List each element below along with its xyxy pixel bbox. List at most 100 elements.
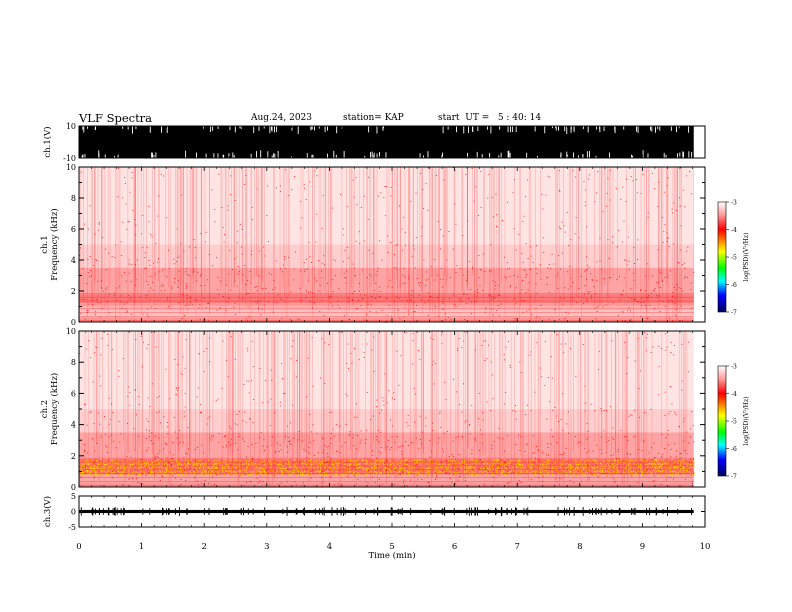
- spectral-pixel-hot: [478, 462, 480, 464]
- spectral-pixel-hot: [95, 467, 97, 469]
- spectral-pixel: [633, 272, 635, 274]
- spectral-pixel-hot: [533, 471, 535, 473]
- spectral-pixel-hot: [356, 464, 358, 466]
- spectral-pixel: [98, 223, 100, 225]
- spectral-pixel-hot: [195, 467, 197, 469]
- spectral-pixel-hot: [223, 459, 225, 461]
- spectral-pixel-hot: [169, 471, 171, 473]
- spectral-pixel: [442, 299, 444, 301]
- spectral-pixel: [637, 472, 639, 473]
- spectral-pixel-hot: [81, 468, 83, 470]
- waveform-gap: [614, 126, 616, 131]
- spectral-pixel-hot: [275, 463, 277, 465]
- waveform-gap: [472, 126, 474, 132]
- spectral-pixel-hot: [616, 472, 618, 474]
- spectral-pixel: [299, 460, 301, 462]
- spectral-pixel: [584, 270, 586, 272]
- spectral-pixel-hot: [145, 465, 147, 467]
- spectral-pixel-hot: [246, 466, 248, 468]
- waveform-gap: [476, 151, 478, 158]
- spectral-pixel-hot: [383, 469, 385, 471]
- spectral-pixel-hot: [218, 471, 220, 473]
- spectral-pixel: [542, 237, 544, 239]
- spectral-pixel-hot: [131, 473, 133, 475]
- spectral-pixel-hot: [463, 470, 465, 472]
- spectral-pixel: [466, 280, 468, 281]
- spectral-pixel-hot: [408, 470, 410, 472]
- spectral-pixel-hot: [383, 467, 385, 469]
- spectral-pixel-hot: [262, 474, 264, 476]
- spectral-pixel: [588, 479, 590, 481]
- spectral-pixel-hot: [122, 471, 124, 473]
- spectral-pixel-hot: [626, 471, 628, 473]
- spectral-pixel-hot: [296, 474, 298, 476]
- spectral-pixel-hot: [319, 473, 321, 475]
- spectral-pixel: [651, 297, 653, 298]
- spectral-pixel-hot: [462, 472, 464, 474]
- spectral-pixel-hot: [251, 464, 253, 466]
- spectral-pixel-hot: [234, 472, 236, 474]
- spectral-pixel: [233, 306, 235, 308]
- spectral-pixel: [80, 313, 82, 315]
- spectral-pixel: [305, 290, 307, 292]
- spectral-pixel-hot: [418, 459, 420, 461]
- spectral-pixel-hot: [210, 474, 212, 476]
- spectral-pixel-hot: [517, 460, 519, 462]
- spectral-pixel-hot: [345, 463, 347, 465]
- spectral-pixel-hot: [354, 460, 356, 462]
- waveform-gap: [500, 152, 502, 158]
- spectral-pixel-hot: [492, 463, 494, 465]
- spectral-pixel: [595, 307, 597, 309]
- spectral-pixel: [465, 480, 467, 481]
- spectral-pixel: [95, 259, 97, 261]
- spectral-pixel-hot: [181, 469, 183, 471]
- spectral-pixel: [563, 298, 565, 300]
- spectral-pixel: [513, 297, 515, 299]
- spectral-pixel: [658, 295, 660, 297]
- spectral-pixel: [532, 262, 534, 263]
- waveform-gap: [233, 155, 235, 158]
- spectral-pixel-hot: [542, 464, 544, 466]
- spectral-pixel-hot: [454, 463, 456, 465]
- spectral-pixel-hot: [349, 460, 351, 462]
- spectral-pixel-hot: [504, 469, 506, 471]
- spectral-pixel-hot: [441, 468, 443, 470]
- spectral-pixel: [334, 260, 336, 262]
- spectral-pixel-hot: [578, 463, 580, 465]
- spectral-pixel-hot: [621, 459, 623, 461]
- spectral-pixel-hot: [132, 460, 134, 462]
- spectral-pixel-hot: [524, 459, 526, 461]
- spectral-pixel-hot: [635, 464, 637, 466]
- spectral-pixel-hot: [256, 471, 258, 473]
- spectral-pixel-hot: [543, 466, 545, 468]
- spectral-pixel: [485, 468, 487, 470]
- spectral-pixel: [535, 283, 537, 285]
- spectral-pixel: [300, 299, 302, 301]
- spectral-pixel-hot: [429, 462, 431, 464]
- spectral-pixel-hot: [303, 474, 305, 476]
- spectral-pixel-hot: [168, 464, 170, 466]
- spectral-pixel: [205, 307, 207, 308]
- spectral-pixel-hot: [335, 460, 337, 462]
- spectral-pixel-hot: [387, 467, 389, 469]
- spectral-pixel: [636, 192, 638, 194]
- spectral-pixel: [496, 484, 498, 486]
- spectral-pixel-hot: [191, 468, 193, 470]
- spectral-pixel-hot: [336, 473, 338, 475]
- spectral-pixel-hot: [218, 473, 220, 475]
- spectral-pixel-hot: [629, 466, 631, 468]
- spectral-pixel-hot: [610, 473, 612, 475]
- spectral-pixel-hot: [671, 458, 673, 460]
- spectral-pixel-hot: [536, 468, 538, 470]
- spectral-pixel-hot: [642, 460, 644, 462]
- spectral-pixel-hot: [441, 463, 443, 465]
- spectral-pixel-hot: [106, 471, 108, 473]
- spectral-pixel: [415, 237, 417, 239]
- spectral-pixel-hot: [588, 464, 590, 466]
- spectral-pixel-hot: [79, 466, 81, 468]
- spectral-pixel-hot: [531, 463, 533, 465]
- spectral-pixel: [257, 301, 259, 302]
- spectral-pixel-hot: [686, 464, 688, 466]
- spectral-pixel-hot: [139, 473, 141, 475]
- spectral-pixel-hot: [449, 463, 451, 465]
